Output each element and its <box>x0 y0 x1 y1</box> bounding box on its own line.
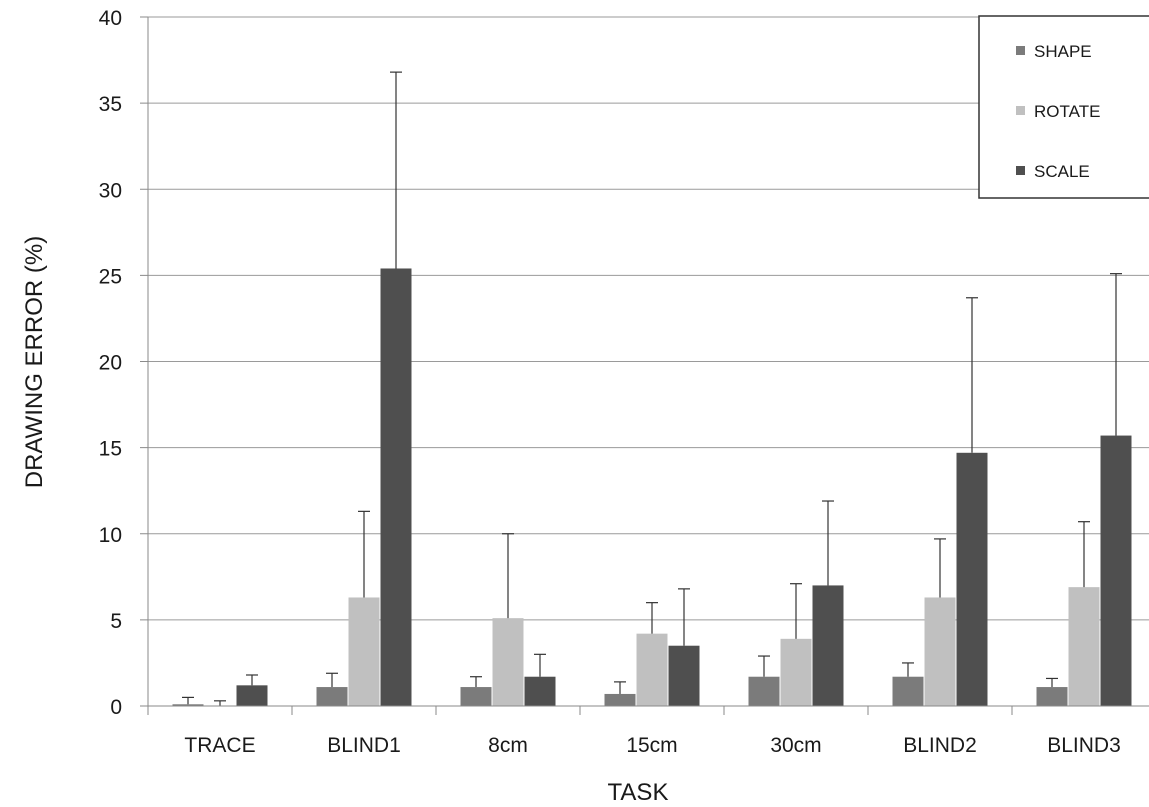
bar-groups <box>172 71 1132 706</box>
bar-shape-blind3 <box>1036 687 1068 706</box>
tick-labels: 0 5 10 15 20 25 30 35 40 TRACE BLIND1 8cm 15cm 30cm BL… <box>99 7 1121 757</box>
y-tick-label: 15 <box>99 438 122 461</box>
bar-shape-trace <box>172 704 204 706</box>
bar-scale-blind3 <box>1100 435 1132 706</box>
y-axis-title: DRAWING ERROR (%) <box>21 236 48 488</box>
y-tick-label: 5 <box>110 610 122 633</box>
x-tick-label: 8cm <box>488 734 528 757</box>
y-tick-label: 40 <box>99 7 122 30</box>
bar-scale-trace <box>236 685 268 706</box>
bar-scale-blind2 <box>956 452 988 706</box>
y-tick-label: 25 <box>99 265 122 288</box>
bar-scale-30cm <box>812 585 844 706</box>
y-tick-label: 30 <box>99 179 122 202</box>
x-axis-title: TASK <box>608 779 669 806</box>
gridlines <box>148 16 1149 621</box>
x-tick-label: 30cm <box>770 734 821 757</box>
bar-scale-blind1 <box>380 268 412 706</box>
x-tick-label: TRACE <box>184 734 255 757</box>
bar-rotate-blind3 <box>1068 587 1100 706</box>
legend-swatch-scale <box>1016 166 1025 175</box>
y-tick-label: 0 <box>110 696 122 719</box>
bar-rotate-blind2 <box>924 597 956 706</box>
legend-label-shape: SHAPE <box>1034 42 1092 61</box>
bar-shape-blind1 <box>316 687 348 706</box>
legend: SHAPE ROTATE SCALE <box>978 15 1149 199</box>
bar-shape-15cm <box>604 693 636 706</box>
bar-rotate-blind1 <box>348 597 380 706</box>
bar-shape-blind2 <box>892 676 924 706</box>
bar-shape-8cm <box>460 687 492 706</box>
bar-rotate-15cm <box>636 633 668 706</box>
x-tick-label: 15cm <box>626 734 677 757</box>
y-tick-label: 10 <box>99 524 122 547</box>
bar-scale-15cm <box>668 645 700 706</box>
legend-label-scale: SCALE <box>1034 162 1090 181</box>
x-tick-label: BLIND2 <box>903 734 977 757</box>
axes <box>140 16 1149 715</box>
x-tick-label: BLIND1 <box>327 734 401 757</box>
legend-label-rotate: ROTATE <box>1034 102 1100 121</box>
legend-swatch-shape <box>1016 46 1025 55</box>
x-tick-label: BLIND3 <box>1047 734 1121 757</box>
bar-shape-30cm <box>748 676 780 706</box>
bar-rotate-8cm <box>492 618 524 706</box>
bar-rotate-30cm <box>780 638 812 706</box>
legend-box <box>978 15 1149 199</box>
y-tick-label: 35 <box>99 93 122 116</box>
bar-scale-8cm <box>524 676 556 706</box>
legend-swatch-rotate <box>1016 106 1025 115</box>
y-tick-label: 20 <box>99 352 122 375</box>
